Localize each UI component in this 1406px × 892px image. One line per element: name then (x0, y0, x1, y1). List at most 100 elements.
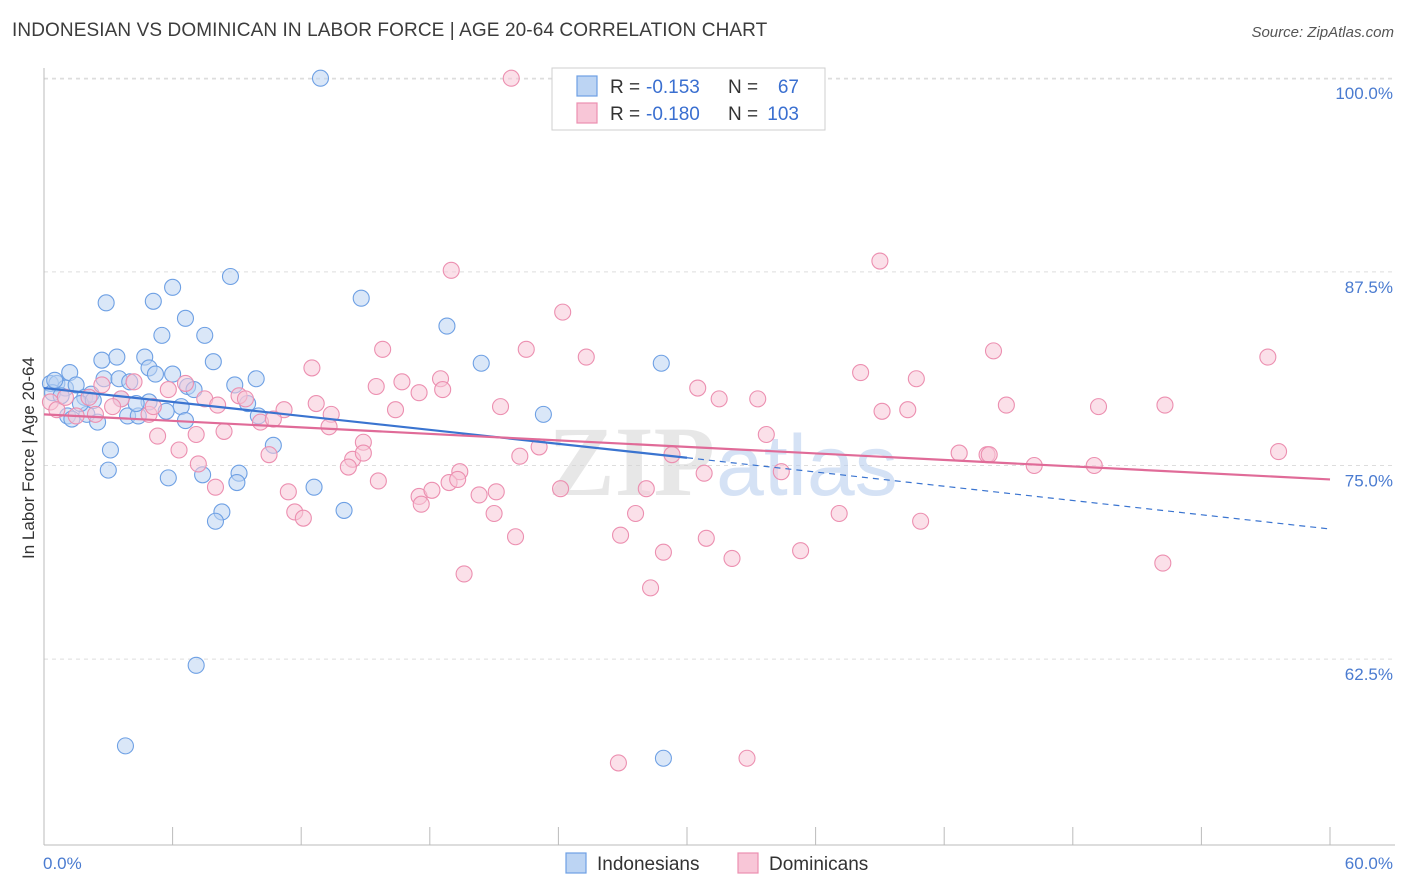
data-point (144, 292, 162, 310)
legend-swatch-indonesians-bottom (565, 852, 587, 874)
data-point (116, 737, 134, 755)
data-point (980, 446, 998, 464)
data-point (221, 267, 240, 286)
data-point (144, 398, 162, 416)
data-point (749, 390, 767, 408)
data-point (352, 289, 370, 307)
data-point (637, 480, 655, 498)
data-point (772, 463, 790, 481)
data-point (710, 390, 728, 408)
data-point (236, 390, 255, 408)
data-point (695, 464, 713, 482)
data-point (196, 326, 214, 344)
data-point (67, 376, 85, 394)
data-point (307, 394, 325, 413)
legend-n-value-dominicans: 103 (767, 104, 799, 125)
trend-line-indonesians (43, 386, 688, 459)
y-tick-label: 75.0% (1345, 471, 1393, 490)
data-point (294, 509, 312, 527)
data-point (311, 69, 330, 87)
series-legend: Indonesians Dominicans (565, 852, 868, 875)
legend-label-indonesians: Indonesians (597, 854, 699, 875)
data-point (1154, 554, 1172, 572)
data-point (206, 512, 225, 530)
x-tick-label-min: 0.0% (43, 854, 82, 873)
data-point (449, 470, 467, 488)
chart-title: INDONESIAN VS DOMINICAN IN LABOR FORCE |… (12, 20, 768, 41)
y-tick-label: 87.5% (1345, 278, 1393, 297)
legend-n-label-dominicans: N = (728, 104, 758, 125)
x-tick-label-max: 60.0% (1345, 854, 1393, 873)
data-point (354, 444, 372, 462)
data-point (164, 278, 182, 296)
source-credit: Source: ZipAtlas.com (1251, 24, 1394, 41)
data-point (215, 422, 233, 440)
data-point (950, 444, 968, 462)
data-point (873, 402, 891, 420)
x-tick-labels: 0.0% 60.0% (43, 854, 1393, 873)
data-point (386, 401, 405, 419)
data-point (176, 309, 195, 327)
data-point (146, 365, 165, 383)
data-point (170, 441, 188, 459)
data-point (305, 478, 323, 496)
data-point (209, 396, 227, 414)
data-points (41, 69, 1288, 772)
legend-r-label-indonesians: R = (610, 77, 640, 98)
legend-swatch-indonesians (576, 75, 598, 97)
watermark-zip: ZIP (548, 406, 715, 517)
data-point (984, 342, 1003, 360)
data-point (517, 340, 535, 358)
watermark: ZIP atlas (548, 406, 898, 517)
data-point (279, 483, 297, 501)
stats-legend: R = -0.153 N = 67 R = -0.180 N = 103 (551, 67, 826, 131)
legend-swatch-dominicans-bottom (737, 852, 759, 874)
data-point (511, 447, 529, 465)
grid-lines (44, 77, 1395, 660)
data-point (491, 398, 510, 416)
data-point (907, 370, 925, 388)
data-point (689, 379, 707, 397)
data-point (609, 754, 627, 772)
data-point (654, 749, 672, 767)
data-point (104, 398, 122, 416)
legend-r-label-dominicans: R = (610, 104, 640, 125)
data-point (108, 348, 126, 366)
data-point (470, 486, 488, 504)
data-point (434, 381, 452, 399)
data-point (912, 512, 930, 530)
legend-label-dominicans: Dominicans (769, 854, 868, 875)
data-point (757, 425, 775, 444)
y-axis-label: In Labor Force | Age 20-64 (19, 357, 38, 559)
series-dominicans (41, 69, 1288, 772)
y-tick-label: 62.5% (1345, 665, 1393, 684)
watermark-atlas: atlas (716, 418, 898, 514)
data-point (149, 427, 167, 445)
legend-n-label-indonesians: N = (728, 77, 758, 98)
data-point (577, 348, 595, 366)
data-point (393, 373, 411, 391)
data-point (654, 543, 672, 561)
data-point (472, 354, 490, 372)
y-tick-label: 100.0% (1335, 84, 1393, 103)
data-point (1259, 348, 1277, 366)
data-point (367, 377, 385, 396)
data-point (485, 504, 503, 523)
data-point (627, 504, 645, 523)
data-point (176, 374, 195, 392)
data-point (204, 353, 222, 371)
data-point (455, 565, 473, 583)
data-point (554, 303, 572, 321)
data-point (423, 481, 441, 499)
data-point (247, 370, 265, 388)
data-point (412, 495, 430, 513)
data-point (997, 396, 1015, 414)
data-point (852, 363, 870, 382)
data-point (792, 542, 810, 560)
data-point (189, 455, 207, 473)
data-point (1085, 456, 1103, 475)
data-point (442, 261, 460, 279)
data-point (260, 446, 278, 464)
data-point (410, 384, 428, 402)
